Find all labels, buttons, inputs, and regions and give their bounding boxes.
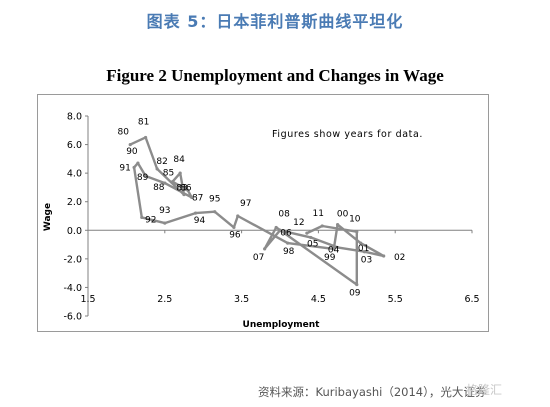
data-point xyxy=(182,192,186,197)
point-year-label: 02 xyxy=(394,253,405,263)
x-tick-label: 5.5 xyxy=(388,294,403,305)
data-point xyxy=(144,135,148,140)
point-year-label: 93 xyxy=(159,206,170,216)
data-point xyxy=(155,167,159,171)
point-year-label: 96 xyxy=(229,230,241,240)
point-year-label: 07 xyxy=(253,253,264,263)
chart-title: Figure 2 Unemployment and Changes in Wag… xyxy=(106,66,444,85)
x-tick-label: 2.5 xyxy=(157,294,172,305)
point-year-label: 05 xyxy=(307,239,318,249)
data-point xyxy=(144,174,148,178)
data-point xyxy=(309,235,313,240)
data-point xyxy=(213,210,217,214)
data-point xyxy=(193,211,198,215)
point-year-label: 98 xyxy=(283,247,295,257)
data-point xyxy=(382,254,386,258)
data-point xyxy=(136,161,140,165)
data-point xyxy=(190,195,194,200)
point-year-label: 84 xyxy=(173,155,185,165)
data-point xyxy=(332,247,336,251)
chart-annotation: Figures show years for data. xyxy=(272,129,423,140)
data-point xyxy=(362,250,367,254)
data-point xyxy=(278,228,282,232)
y-tick-label: 6.0 xyxy=(67,140,82,151)
point-year-label: 80 xyxy=(118,128,130,138)
data-point xyxy=(274,225,278,230)
data-point xyxy=(140,215,144,220)
y-tick-label: 8.0 xyxy=(67,112,82,123)
x-tick-label: 3.5 xyxy=(234,294,249,305)
point-year-label: 00 xyxy=(337,210,349,220)
data-point xyxy=(163,181,167,185)
data-point xyxy=(263,247,267,251)
x-tick-label: 1.5 xyxy=(80,294,95,305)
data-point xyxy=(232,225,236,230)
point-year-label: 89 xyxy=(137,173,149,183)
point-year-label: 12 xyxy=(293,218,304,228)
watermark: 格隆汇 xyxy=(466,383,503,397)
data-point xyxy=(286,241,290,245)
point-year-label: 87 xyxy=(192,193,203,203)
point-year-label: 08 xyxy=(278,209,290,219)
y-tick-label: 2.0 xyxy=(67,197,82,208)
point-year-label: 94 xyxy=(194,216,206,226)
x-tick-label: 4.5 xyxy=(311,294,326,305)
data-point xyxy=(305,231,309,235)
chart-axes: 8.0 6.0 4.0 2.0 0.0 -2.0 -4.0 -6.0 1.5 2.5 3.5 4.5 5… xyxy=(63,112,479,323)
point-year-label: 85 xyxy=(163,169,174,179)
point-year-label: 10 xyxy=(349,215,361,225)
y-tick-label: 4.0 xyxy=(67,169,82,180)
data-point xyxy=(320,224,324,228)
data-point xyxy=(236,214,240,218)
point-year-label: 86 xyxy=(180,183,192,193)
point-year-label: 04 xyxy=(328,245,340,255)
point-year-label: 88 xyxy=(153,183,165,193)
data-point xyxy=(186,188,190,192)
point-year-label: 09 xyxy=(349,289,361,299)
data-point xyxy=(163,221,167,225)
x-tick-label: 6.5 xyxy=(464,294,479,305)
data-point xyxy=(132,165,136,170)
x-axis-title: Unemployment xyxy=(243,320,321,330)
data-point xyxy=(336,222,340,227)
data-point xyxy=(355,230,359,234)
chart-frame xyxy=(37,94,489,332)
point-year-label: 90 xyxy=(126,147,138,157)
data-point xyxy=(355,282,359,287)
source-note: 资料来源：Kuribayashi（2014），光大证券 xyxy=(258,385,487,399)
page-header-title: 图表 5：日本菲利普斯曲线平坦化 xyxy=(146,12,404,31)
point-year-label: 97 xyxy=(240,199,251,209)
data-point xyxy=(128,142,132,147)
y-tick-label: -2.0 xyxy=(63,254,82,265)
y-tick-label: -6.0 xyxy=(63,312,82,323)
point-year-label: 81 xyxy=(138,117,149,127)
point-year-label: 82 xyxy=(156,157,167,167)
point-year-label: 92 xyxy=(145,215,156,225)
point-year-label: 91 xyxy=(119,163,130,173)
point-year-label: 01 xyxy=(358,244,369,254)
point-year-label: 83 xyxy=(176,184,187,194)
data-point xyxy=(359,241,363,245)
point-year-label: 95 xyxy=(209,195,220,205)
point-year-label: 03 xyxy=(361,256,372,266)
point-year-label: 99 xyxy=(324,253,336,263)
y-tick-label: 0.0 xyxy=(67,226,82,237)
data-point xyxy=(178,171,182,175)
data-point xyxy=(336,245,340,250)
point-year-label: 06 xyxy=(280,228,292,238)
y-tick-label: -4.0 xyxy=(63,283,82,294)
y-axis-title: Wage xyxy=(43,203,53,231)
point-year-label: 11 xyxy=(313,209,324,219)
data-point xyxy=(170,180,175,184)
